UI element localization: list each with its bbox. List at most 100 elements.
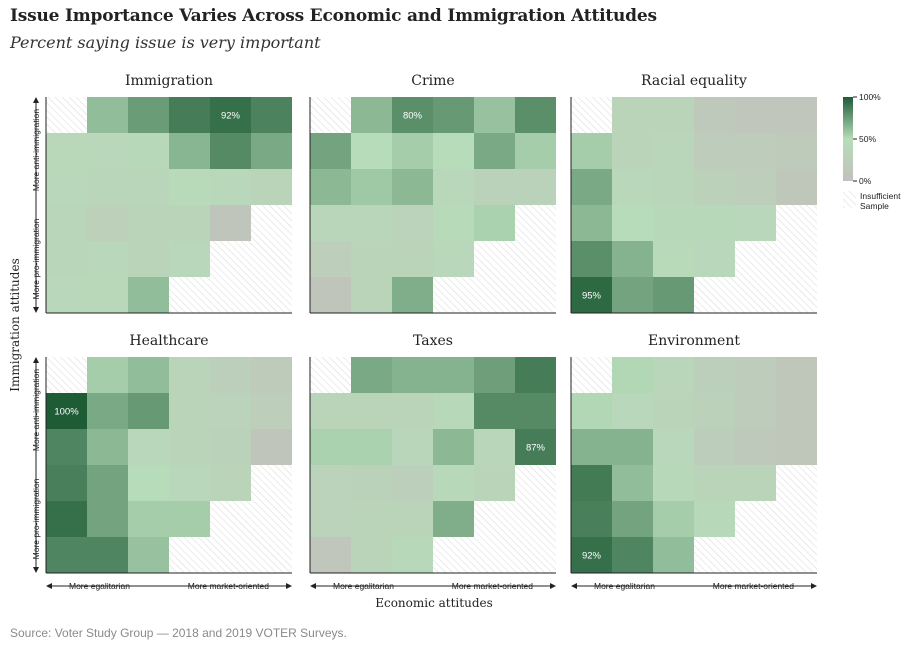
heatmap-cell <box>433 393 474 429</box>
heatmap-cell <box>474 429 515 465</box>
legend-tick-label: 0% <box>859 176 872 186</box>
x-axis-end-label: More egalitarian <box>69 581 130 591</box>
heatmap-cell <box>169 357 210 393</box>
heatmap-cell <box>571 537 612 573</box>
heatmap-cell <box>46 241 87 277</box>
heatmap-cell <box>474 465 515 501</box>
panel-racial-equality: Racial equality 95% <box>570 73 817 314</box>
data-label: 92% <box>582 551 602 562</box>
legend-tick-label: 50% <box>859 134 876 144</box>
heatmap-cell <box>310 465 351 501</box>
heatmap-cell <box>351 277 392 313</box>
heatmap-cell-insufficient <box>571 97 612 133</box>
panel-healthcare: Healthcare 100% <box>45 333 292 574</box>
heatmap-cell <box>310 277 351 313</box>
heatmap-cell-insufficient <box>474 501 515 537</box>
heatmap-cell-insufficient <box>433 537 474 573</box>
heatmap-cell <box>776 133 817 169</box>
heatmap-cell <box>392 537 433 573</box>
heatmap-cell-insufficient <box>210 277 251 313</box>
data-label: 100% <box>54 407 79 418</box>
heatmap-cell <box>776 393 817 429</box>
heatmap-cell <box>87 133 128 169</box>
heatmap-cell <box>46 205 87 241</box>
heatmap-cell <box>612 205 653 241</box>
heatmap-cell <box>735 357 776 393</box>
heatmap-cell <box>515 133 556 169</box>
heatmap-cell <box>310 501 351 537</box>
heatmap-cell <box>474 393 515 429</box>
heatmap-cell <box>433 205 474 241</box>
x-axis-end-label: More market-oriented <box>713 581 795 591</box>
heatmap-cell-insufficient <box>735 537 776 573</box>
heatmap-cell <box>392 97 433 133</box>
heatmap-cell-insufficient <box>776 241 817 277</box>
heatmap-cell <box>87 277 128 313</box>
heatmap-cell <box>87 205 128 241</box>
heatmap-cell <box>735 465 776 501</box>
heatmap-cell <box>433 97 474 133</box>
heatmap-cell <box>612 537 653 573</box>
x-axis-arrow <box>310 583 556 589</box>
heatmap-cell <box>571 277 612 313</box>
heatmap-cell <box>735 393 776 429</box>
heatmap-cell <box>87 465 128 501</box>
panel-immigration: Immigration 92% <box>45 73 292 314</box>
heatmap-cell <box>474 97 515 133</box>
legend-insufficient-swatch <box>843 191 856 208</box>
heatmap-cell <box>310 169 351 205</box>
data-label: 80% <box>403 111 423 122</box>
heatmap-cell-insufficient <box>515 205 556 241</box>
x-axis-title: Economic attitudes <box>375 596 493 610</box>
heatmap-cell <box>653 357 694 393</box>
y-axis-end-label: More pro-immigration <box>31 478 41 559</box>
heatmap-cell <box>474 133 515 169</box>
heatmap-cell <box>515 357 556 393</box>
heatmap-cell <box>128 429 169 465</box>
chart-title: Issue Importance Varies Across Economic … <box>10 6 657 26</box>
heatmap-cell-insufficient <box>694 537 735 573</box>
heatmap-cell-insufficient <box>474 537 515 573</box>
y-axis-end-label: More pro-immigration <box>31 218 41 299</box>
heatmap-cell <box>128 501 169 537</box>
heatmap-cell <box>310 393 351 429</box>
heatmap-cell <box>87 537 128 573</box>
heatmap-cell <box>351 393 392 429</box>
heatmap-cell <box>571 205 612 241</box>
heatmap-cell <box>735 133 776 169</box>
heatmap-cell-insufficient <box>776 205 817 241</box>
heatmap-cell <box>653 205 694 241</box>
heatmap-cell <box>310 205 351 241</box>
heatmap-cell <box>169 133 210 169</box>
heatmap-cell-insufficient <box>515 241 556 277</box>
heatmap-cell <box>128 357 169 393</box>
heatmap-cell-insufficient <box>776 537 817 573</box>
heatmap-cell <box>612 357 653 393</box>
heatmap-cell-insufficient <box>735 241 776 277</box>
heatmap-cell <box>515 393 556 429</box>
heatmap-cell-insufficient <box>515 537 556 573</box>
data-label: 92% <box>221 111 241 122</box>
heatmap-cell <box>433 133 474 169</box>
heatmap-cell <box>128 465 169 501</box>
heatmap-cell <box>735 169 776 205</box>
heatmap-cell <box>612 169 653 205</box>
heatmap-cell <box>653 241 694 277</box>
heatmap-cell-insufficient <box>210 501 251 537</box>
heatmap-cell <box>251 429 292 465</box>
y-axis-arrow <box>33 357 39 573</box>
heatmap-cell-insufficient <box>474 277 515 313</box>
heatmap-cell <box>87 169 128 205</box>
panel-title: Crime <box>411 73 454 89</box>
heatmap-cell-insufficient <box>210 537 251 573</box>
heatmap-cell-insufficient <box>433 277 474 313</box>
heatmap-cell-insufficient <box>310 97 351 133</box>
heatmap-cell <box>653 429 694 465</box>
heatmap-cell <box>653 97 694 133</box>
heatmap-cell <box>351 501 392 537</box>
heatmap-cell <box>210 393 251 429</box>
heatmap-cell <box>210 357 251 393</box>
heatmap-cell <box>210 169 251 205</box>
heatmap-cell <box>251 97 292 133</box>
